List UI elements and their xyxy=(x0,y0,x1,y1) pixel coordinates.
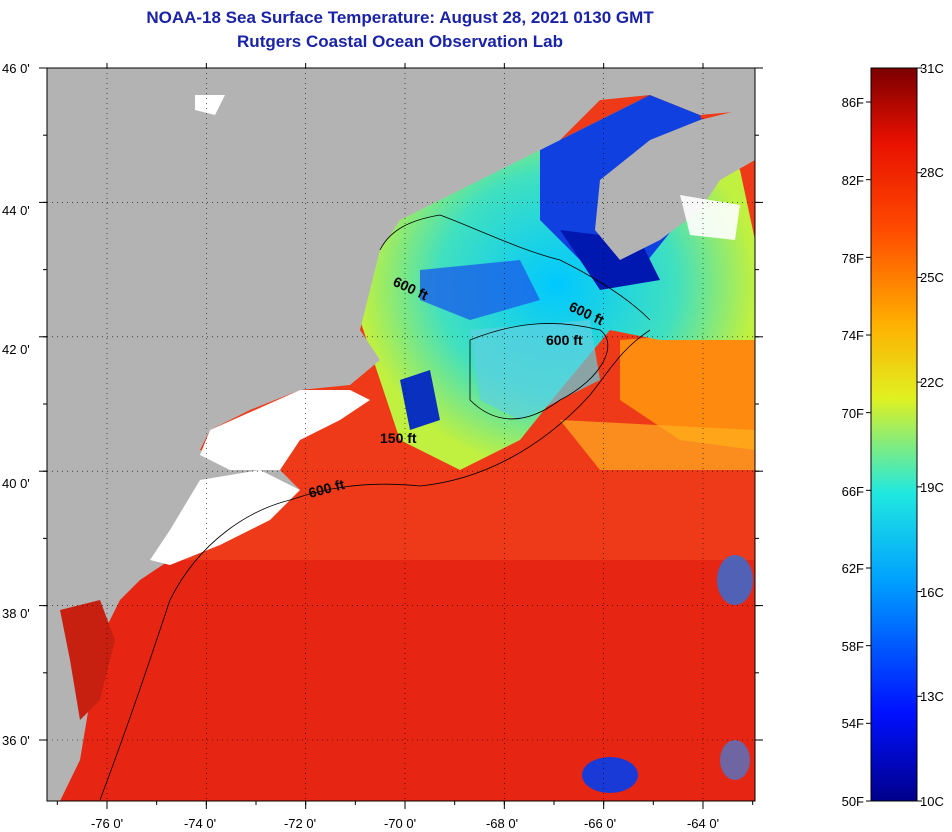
fahrenheit-label: 62F xyxy=(842,561,864,576)
celsius-label: 10C xyxy=(920,794,944,809)
fahrenheit-label: 70F xyxy=(842,406,864,421)
colorbar-celsius-labels: 31C 28C 25C 22C 19C 16C 13C 10C xyxy=(920,61,944,809)
fahrenheit-label: 58F xyxy=(842,639,864,654)
lat-label: 38 0' xyxy=(2,606,30,621)
celsius-label: 19C xyxy=(920,480,944,495)
lat-label: 42 0' xyxy=(2,342,30,357)
celsius-label: 31C xyxy=(920,61,944,76)
temperature-colorbar xyxy=(870,67,918,802)
colorbar-ticks xyxy=(866,67,922,802)
celsius-label: 13C xyxy=(920,689,944,704)
fahrenheit-label: 74F xyxy=(842,328,864,343)
map-graticule xyxy=(39,63,763,809)
lon-label: -76 0' xyxy=(91,816,123,831)
celsius-label: 28C xyxy=(920,165,944,180)
fahrenheit-label: 54F xyxy=(842,716,864,731)
landmass-nova-scotia xyxy=(595,105,755,260)
fahrenheit-label: 66F xyxy=(842,484,864,499)
lat-label: 44 0' xyxy=(2,203,30,218)
fahrenheit-label: 78F xyxy=(842,251,864,266)
fahrenheit-label: 50F xyxy=(842,794,864,809)
lon-label: -66 0' xyxy=(584,816,616,831)
lon-label: -72 0' xyxy=(284,816,316,831)
lat-label: 36 0' xyxy=(2,733,30,748)
lon-label: -64 0' xyxy=(687,816,719,831)
celsius-label: 16C xyxy=(920,585,944,600)
longitude-labels: -76 0' -74 0' -72 0' -70 0' -68 0' -66 0… xyxy=(91,816,719,831)
lon-label: -68 0' xyxy=(486,816,518,831)
isobath-label: 600 ft xyxy=(546,332,583,348)
lat-label: 46 0' xyxy=(2,61,30,76)
colorbar-fahrenheit-labels: 86F 82F 78F 74F 70F 66F 62F 58F 54F 50F xyxy=(842,95,864,809)
celsius-label: 25C xyxy=(920,270,944,285)
celsius-label: 22C xyxy=(920,375,944,390)
landmass-east-coast xyxy=(47,68,755,801)
lon-label: -74 0' xyxy=(184,816,216,831)
map-title: NOAA-18 Sea Surface Temperature: August … xyxy=(146,8,654,27)
isobath-label: 150 ft xyxy=(380,430,417,446)
lon-label: -70 0' xyxy=(384,816,416,831)
fahrenheit-label: 86F xyxy=(842,95,864,110)
isobath-contours xyxy=(99,214,651,801)
map-subtitle: Rutgers Coastal Ocean Observation Lab xyxy=(237,32,563,51)
lat-label: 40 0' xyxy=(2,476,30,491)
latitude-labels: 46 0' 44 0' 42 0' 40 0' 38 0' 36 0' xyxy=(2,61,30,748)
map-frame xyxy=(46,67,756,802)
fahrenheit-label: 82F xyxy=(842,173,864,188)
